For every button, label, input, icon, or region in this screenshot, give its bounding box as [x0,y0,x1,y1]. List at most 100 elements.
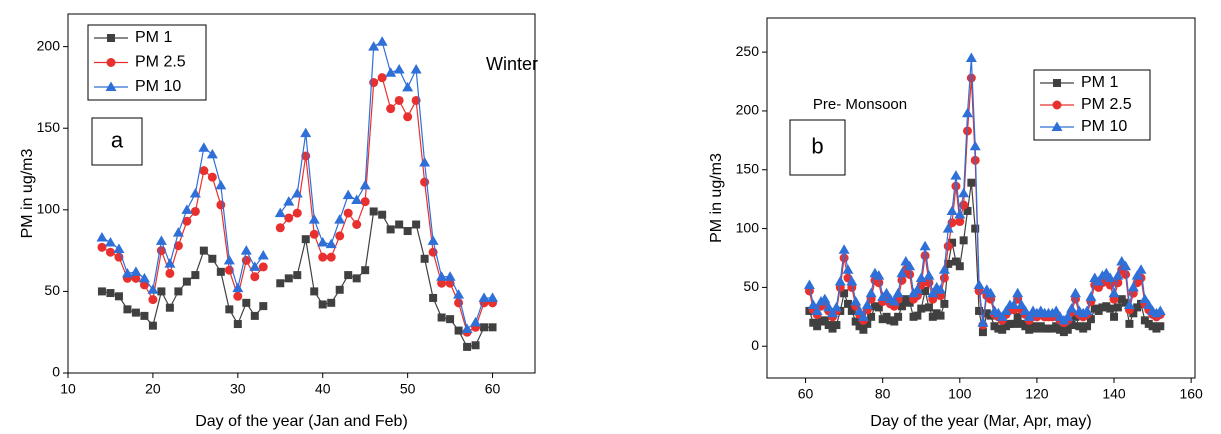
marker [174,287,183,296]
marker [874,303,883,312]
marker [139,280,149,290]
marker [343,208,353,218]
marker [1081,305,1093,315]
marker [1121,298,1130,307]
marker [975,306,984,315]
x-tick-label: 160 [1179,386,1203,402]
marker [1066,303,1078,313]
x-tick-label: 10 [60,381,76,397]
marker [917,304,926,313]
marker [897,302,906,311]
marker [471,341,480,350]
marker [444,271,456,281]
x-axis-label: Day of the year (Jan and Feb) [195,413,408,430]
marker [813,322,822,331]
marker [963,126,973,136]
marker [843,299,852,308]
marker [846,276,858,286]
marker [854,305,866,315]
marker [369,207,378,216]
marker [942,223,954,233]
marker [258,262,268,272]
marker [827,307,839,318]
marker [1110,312,1119,321]
marker [386,104,396,114]
marker [959,236,968,245]
marker [971,224,980,233]
marker [1121,269,1131,279]
y-tick-label: 100 [736,219,760,235]
marker [208,254,217,263]
marker [292,208,302,218]
annotation: Pre- Monsoon [813,96,907,113]
marker [308,214,320,224]
marker [859,325,868,334]
marker [1108,287,1120,298]
marker [1012,287,1024,298]
marker [955,217,965,227]
marker [275,223,285,233]
marker [1113,303,1122,312]
legend-label: PM 1 [135,29,172,46]
marker [1013,312,1022,321]
marker [867,312,876,321]
marker [911,284,923,294]
marker [403,227,412,236]
marker [436,271,448,281]
marker [352,220,362,230]
marker [325,238,337,249]
marker [148,321,157,330]
marker [1112,270,1124,280]
marker [291,188,303,198]
marker [130,266,142,276]
legend-label: PM 10 [1081,118,1127,135]
x-tick-label: 120 [1025,386,1049,402]
marker [487,292,499,302]
marker [1143,299,1155,310]
marker [284,274,293,283]
marker [335,231,345,241]
marker [259,302,268,311]
marker [913,311,922,320]
marker [453,289,465,299]
plot-frame [67,13,536,374]
marker [1139,293,1151,304]
marker [165,268,175,278]
marker [317,236,329,247]
marker [943,241,953,251]
marker [463,342,472,351]
marker [1063,325,1072,334]
marker [838,244,850,254]
marker [958,187,970,198]
annotation: Winter [486,54,538,74]
marker [351,194,363,205]
marker [996,311,1008,321]
marker [1015,299,1027,310]
marker [437,278,447,288]
marker [427,235,439,245]
marker [470,316,482,327]
marker [420,254,429,263]
marker [1125,319,1134,328]
marker [96,232,108,242]
marker [1086,315,1095,324]
marker [927,287,939,298]
marker [97,287,106,296]
marker [199,246,208,255]
marker [1083,322,1092,331]
marker [386,225,395,234]
marker [274,207,286,218]
marker [894,312,903,321]
marker [393,63,405,74]
marker [1106,304,1115,313]
y-tick-label: 150 [37,119,61,135]
marker [189,188,201,198]
marker [257,250,269,260]
marker [138,272,150,283]
y-tick-label: 200 [37,37,61,53]
marker [352,274,361,283]
marker [811,305,823,315]
legend-label: PM 2.5 [1081,96,1132,113]
marker [385,67,397,77]
marker [820,316,829,325]
